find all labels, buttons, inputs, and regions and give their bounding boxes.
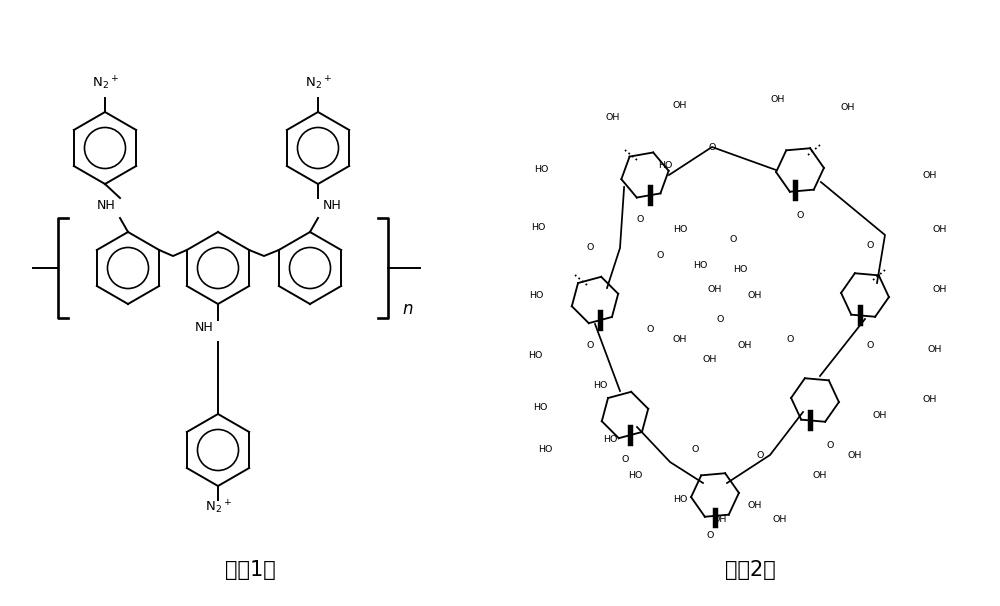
Text: O: O (786, 336, 794, 344)
Text: O: O (866, 241, 874, 250)
Text: O: O (646, 325, 654, 335)
Text: O: O (756, 450, 764, 459)
Text: O: O (866, 341, 874, 350)
Text: HO: HO (673, 496, 687, 505)
Text: N$_2$$^+$: N$_2$$^+$ (205, 498, 231, 516)
Text: N$_2$$^+$: N$_2$$^+$ (92, 74, 118, 92)
Text: OH: OH (841, 104, 855, 113)
Text: OH: OH (773, 516, 787, 525)
Text: OH: OH (923, 396, 937, 404)
Text: OH: OH (813, 470, 827, 479)
Text: NH: NH (323, 199, 341, 212)
Text: HO: HO (693, 261, 707, 270)
Text: OH: OH (771, 96, 785, 104)
Text: OH: OH (933, 225, 947, 235)
Text: HO: HO (529, 290, 543, 299)
Text: O: O (656, 250, 664, 259)
Text: HO: HO (533, 404, 547, 413)
Text: OH: OH (933, 285, 947, 295)
Text: HO: HO (538, 445, 552, 454)
Text: N$_2$$^+$: N$_2$$^+$ (305, 74, 331, 92)
Text: O: O (706, 530, 714, 539)
Text: HO: HO (528, 350, 542, 359)
Text: NH: NH (97, 199, 115, 212)
Text: n: n (402, 300, 413, 318)
Text: OH: OH (673, 336, 687, 344)
Text: O: O (796, 210, 804, 219)
Text: OH: OH (606, 113, 620, 122)
Text: HO: HO (531, 224, 545, 233)
Text: O: O (691, 445, 699, 454)
Text: 式（1）: 式（1） (225, 560, 275, 580)
Text: OH: OH (738, 341, 752, 350)
Text: O: O (636, 216, 644, 224)
Text: OH: OH (748, 290, 762, 299)
Text: O: O (826, 441, 834, 450)
Text: HO: HO (658, 161, 672, 170)
Text: HO: HO (628, 470, 642, 479)
Text: O: O (716, 316, 724, 324)
Text: HO: HO (593, 381, 607, 390)
Text: O: O (621, 456, 629, 465)
Text: OH: OH (703, 356, 717, 364)
Text: NH: NH (195, 321, 213, 334)
Text: OH: OH (848, 450, 862, 459)
Text: O: O (729, 236, 737, 244)
Text: OH: OH (708, 285, 722, 295)
Text: OH: OH (713, 516, 727, 525)
Text: O: O (586, 244, 594, 253)
Text: 式（2）: 式（2） (725, 560, 775, 580)
Text: OH: OH (928, 345, 942, 355)
Text: O: O (586, 341, 594, 350)
Text: HO: HO (534, 165, 548, 175)
Text: HO: HO (603, 436, 617, 444)
Text: HO: HO (673, 225, 687, 235)
Text: OH: OH (748, 501, 762, 510)
Text: OH: OH (673, 101, 687, 110)
Text: O: O (708, 142, 716, 152)
Text: OH: OH (873, 410, 887, 419)
Text: HO: HO (733, 265, 747, 275)
Text: OH: OH (923, 170, 937, 179)
